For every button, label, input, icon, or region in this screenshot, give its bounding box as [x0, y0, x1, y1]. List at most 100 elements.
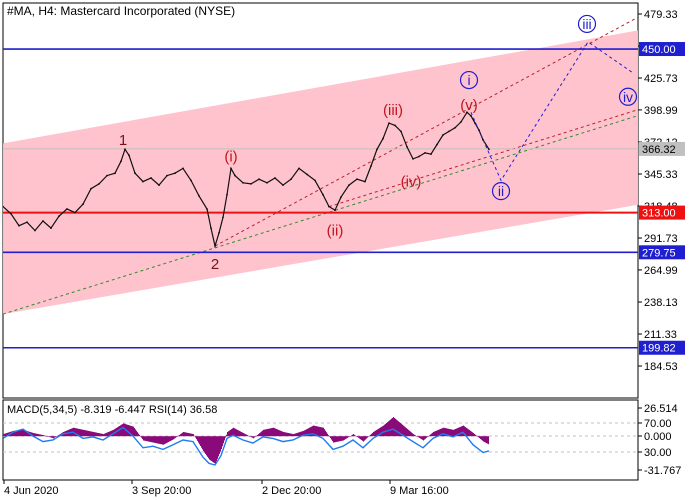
macd-bar — [154, 436, 155, 443]
level-label-box — [639, 205, 685, 220]
price-point — [234, 174, 236, 177]
macd-bar — [122, 424, 123, 437]
macd-bar — [450, 429, 451, 437]
macd-bar — [19, 430, 20, 437]
macd-bar — [41, 434, 42, 437]
macd-bar — [188, 433, 189, 437]
macd-bar — [322, 427, 323, 437]
macd-bar — [108, 431, 109, 437]
macd-bar — [401, 423, 402, 437]
macd-bar — [357, 436, 358, 438]
price-point — [90, 187, 92, 190]
macd-bar — [324, 429, 325, 437]
price-point — [322, 193, 324, 196]
macd-bar — [27, 431, 28, 437]
macd-bar — [156, 436, 157, 444]
wave-label: i — [467, 72, 470, 88]
macd-bar — [244, 433, 245, 437]
price-point — [412, 158, 414, 160]
macd-bar — [379, 428, 380, 437]
macd-bar — [396, 419, 397, 437]
price-point — [218, 232, 220, 234]
macd-bar — [309, 427, 310, 437]
macd-bar — [468, 429, 469, 437]
macd-bar — [425, 436, 426, 439]
macd-bar — [280, 430, 281, 437]
macd-bar — [392, 417, 393, 437]
macd-bar — [293, 434, 294, 437]
macd-bar — [173, 436, 174, 440]
macd-bar — [372, 432, 373, 437]
macd-bar — [21, 430, 22, 437]
macd-bar — [354, 434, 355, 437]
macd-bar — [164, 436, 165, 445]
macd-bar — [161, 436, 162, 445]
chart-title: #MA, H4: Mastercard Incorporated (NYSE) — [7, 4, 235, 18]
price-point — [258, 178, 260, 181]
macd-bar — [170, 436, 171, 441]
macd-bar — [76, 428, 77, 437]
macd-bar — [303, 430, 304, 437]
macd-bar — [204, 436, 205, 453]
macd-bar — [171, 436, 172, 441]
macd-bar — [45, 435, 46, 437]
macd-bar — [229, 430, 230, 437]
macd-bar — [219, 436, 220, 454]
macd-bar — [406, 428, 407, 437]
macd-bar — [289, 433, 290, 437]
macd-bar — [452, 429, 453, 437]
macd-bar — [386, 423, 387, 437]
macd-bar — [436, 430, 437, 437]
macd-bar — [228, 431, 229, 437]
macd-bar — [388, 421, 389, 437]
macd-bar — [308, 428, 309, 437]
macd-bar — [360, 436, 361, 440]
price-tick-label: 184.53 — [644, 361, 678, 373]
macd-bar — [275, 428, 276, 437]
macd-bar — [96, 432, 97, 437]
macd-bar — [207, 436, 208, 457]
macd-bar — [361, 436, 362, 441]
macd-bar — [259, 433, 260, 437]
macd-bar — [78, 428, 79, 437]
macd-bar — [77, 428, 78, 437]
macd-bar — [104, 433, 105, 437]
price-point — [282, 184, 284, 187]
price-point — [454, 126, 456, 129]
macd-bar — [405, 427, 406, 437]
price-point — [328, 205, 330, 208]
macd-bar — [143, 436, 144, 441]
macd-bar — [380, 427, 381, 437]
level-label-box — [639, 340, 685, 355]
macd-bar — [210, 436, 211, 461]
macd-bar — [265, 429, 266, 437]
price-point — [82, 203, 84, 206]
macd-bar — [197, 436, 198, 441]
macd-bar — [212, 436, 213, 462]
macd-bar — [157, 436, 158, 444]
macd-bar — [54, 436, 55, 438]
macd-bar — [332, 436, 333, 442]
macd-bar — [15, 430, 16, 437]
macd-bar — [100, 433, 101, 437]
macd-bar — [56, 436, 57, 437]
macd-bar — [356, 436, 357, 437]
rsi-line — [3, 426, 490, 466]
macd-bar — [369, 435, 370, 437]
macd-bar — [403, 425, 404, 437]
macd-bar — [474, 433, 475, 437]
price-point — [158, 184, 160, 187]
wave-label-circle — [618, 87, 638, 106]
macd-bar — [146, 436, 147, 442]
macd-bar — [424, 436, 425, 440]
price-point — [474, 122, 476, 124]
macd-bar — [345, 436, 346, 440]
macd-bar — [158, 436, 159, 444]
macd-bar — [444, 427, 445, 437]
macd-bar — [414, 434, 415, 437]
macd-bar — [417, 436, 418, 437]
macd-bar — [142, 436, 143, 440]
macd-bar — [268, 428, 269, 437]
macd-bar — [215, 436, 216, 464]
macd-bar — [327, 433, 328, 437]
